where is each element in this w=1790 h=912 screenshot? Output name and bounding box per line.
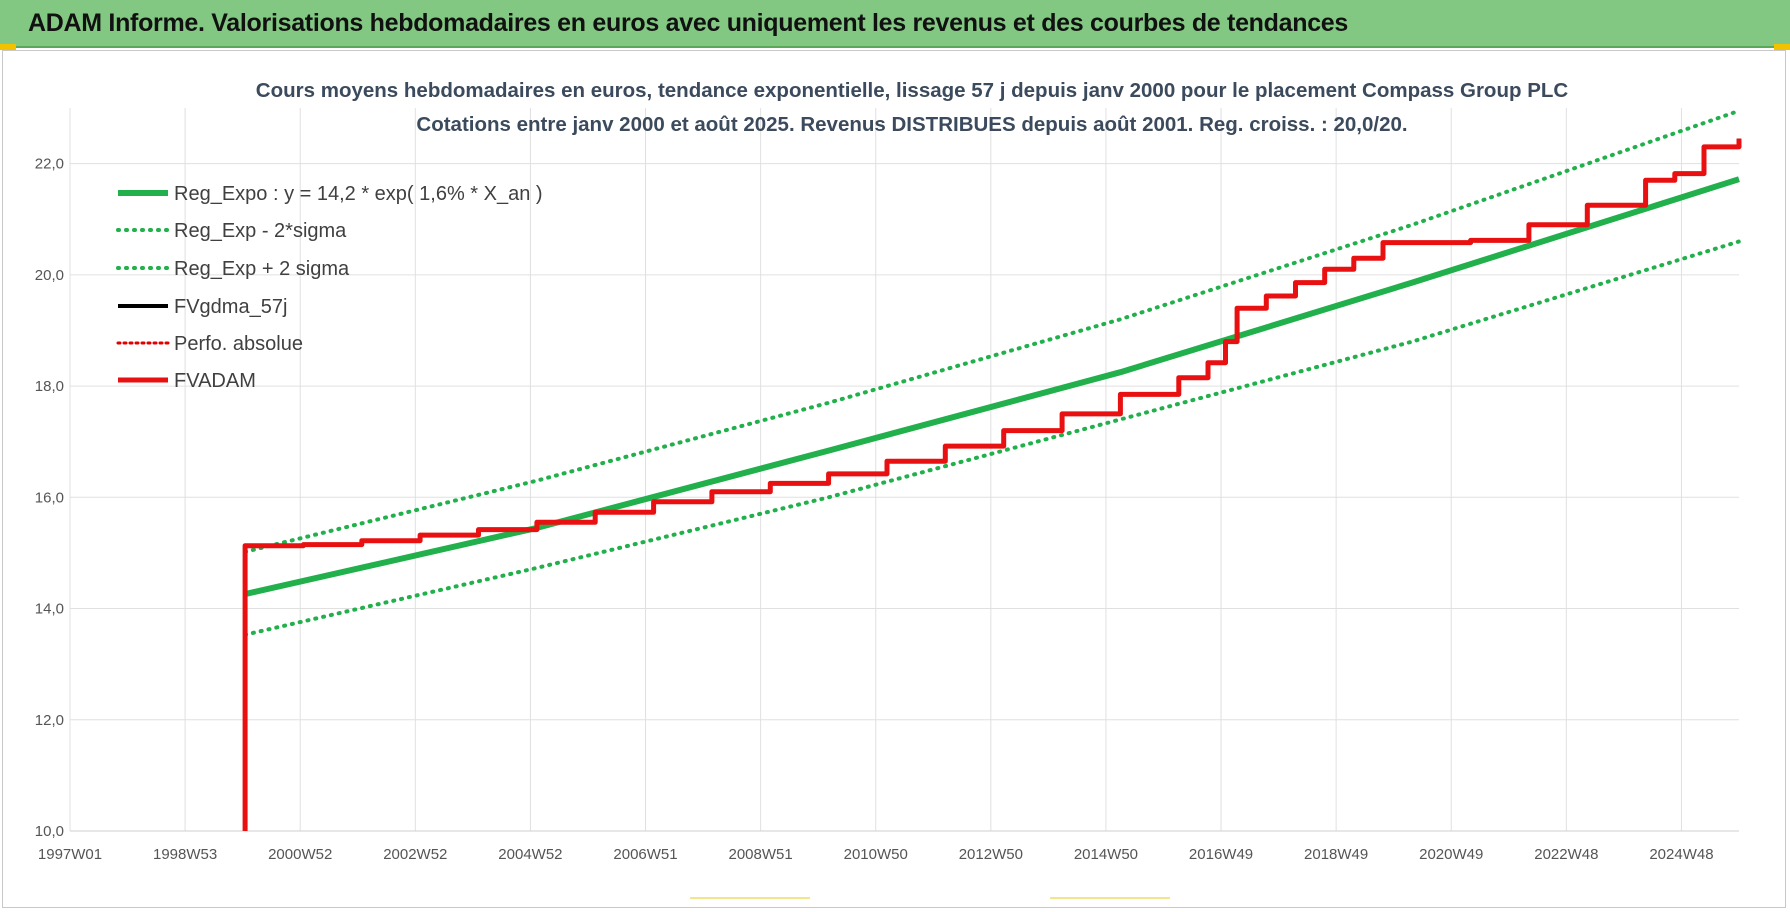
x-tick-label: 1997W01 [38, 846, 102, 863]
x-tick-label: 2000W52 [268, 846, 332, 863]
x-tick-label: 2022W48 [1534, 846, 1598, 863]
bottom-decoration-1 [690, 897, 810, 899]
legend-label: Reg_Expo : y = 14,2 * exp( 1,6% * X_an ) [174, 183, 543, 205]
series-line-1 [243, 239, 1741, 637]
corner-marker-left [0, 44, 16, 50]
x-tick-label: 2002W52 [383, 846, 447, 863]
legend-label: FVADAM [174, 370, 256, 392]
legend-label: FVgdma_57j [174, 296, 287, 318]
x-tick-label: 2004W52 [498, 846, 562, 863]
axis-layer: 10,0 12,0 14,0 16,0 18,0 20,0 22,0 1997W01 1998W… [35, 156, 1739, 863]
x-tick-label: 2018W49 [1304, 846, 1368, 863]
header-title: ADAM Informe. Valorisations hebdomadaire… [28, 9, 1349, 37]
legend-label: Reg_Exp + 2 sigma [174, 258, 350, 280]
x-tick-label: 2010W50 [844, 846, 908, 863]
series-line-5 [242, 138, 1742, 831]
y-tick-label: 14,0 [35, 601, 64, 618]
x-tick-label: 2020W49 [1419, 846, 1483, 863]
x-tick-label: 1998W53 [153, 846, 217, 863]
chart-frame [2, 50, 1786, 908]
grid-layer [69, 108, 1739, 832]
y-tick-label: 12,0 [35, 712, 64, 729]
chart-title-line-2: Cotations entre janv 2000 et août 2025. … [416, 113, 1407, 136]
legend: Reg_Expo : y = 14,2 * exp( 1,6% * X_an )… [116, 183, 543, 392]
x-tick-label: 2008W51 [729, 846, 793, 863]
chart-title-line-1: Cours moyens hebdomadaires en euros, ten… [256, 79, 1569, 102]
y-tick-label: 22,0 [35, 156, 64, 173]
series-line-2 [243, 108, 1741, 554]
corner-marker-right [1774, 44, 1790, 50]
x-tick-label: 2024W48 [1649, 846, 1713, 863]
legend-label: Perfo. absolue [174, 333, 303, 355]
series-line-0 [244, 176, 1740, 598]
y-tick-label: 20,0 [35, 267, 64, 284]
bottom-decoration-2 [1050, 897, 1170, 899]
header-banner: ADAM Informe. Valorisations hebdomadaire… [0, 0, 1790, 48]
x-tick-label: 2014W50 [1074, 846, 1138, 863]
legend-label: Reg_Exp - 2*sigma [174, 220, 347, 242]
x-tick-label: 2006W51 [613, 846, 677, 863]
chart-title: Cours moyens hebdomadaires en euros, ten… [256, 79, 1569, 136]
series-layer [242, 108, 1742, 831]
y-tick-label: 10,0 [35, 823, 64, 840]
x-tick-label: 2012W50 [959, 846, 1023, 863]
y-tick-label: 18,0 [35, 378, 64, 395]
y-tick-label: 16,0 [35, 489, 64, 506]
x-tick-label: 2016W49 [1189, 846, 1253, 863]
